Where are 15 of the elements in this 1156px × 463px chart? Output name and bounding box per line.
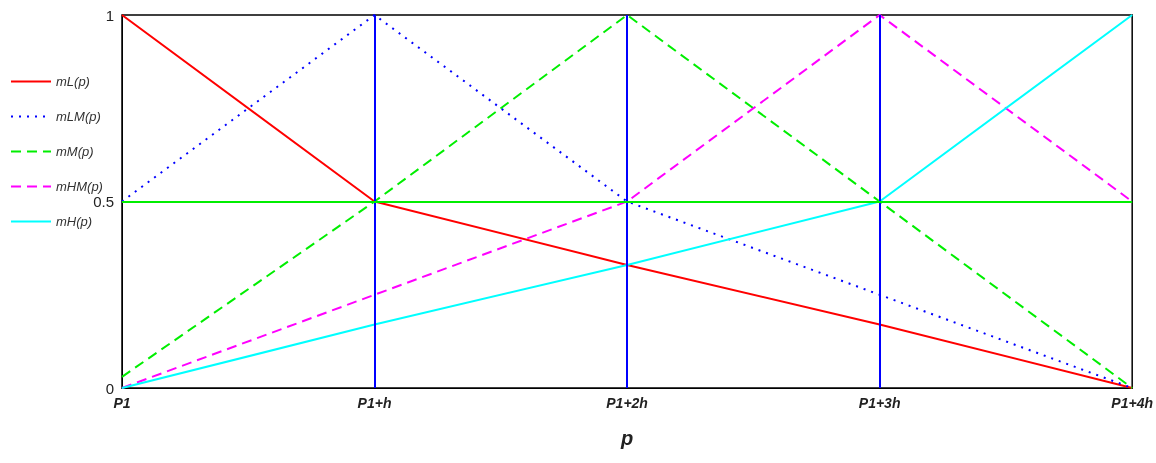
y-tick-label: 0.5 [93, 193, 114, 210]
legend-label: mLM(p) [56, 109, 101, 124]
legend-label: mL(p) [56, 74, 90, 89]
x-tick-label: P1+3h [858, 395, 901, 411]
x-axis-title: p [619, 427, 634, 449]
x-tick-label: P1 [113, 395, 131, 411]
x-tick-label: P1+4h [1111, 395, 1153, 411]
y-tick-label: 1 [105, 6, 114, 24]
legend-label: mHM(p) [56, 179, 103, 194]
legend-label: mH(p) [56, 214, 93, 229]
y-tick-label: 0 [105, 379, 114, 397]
legend-label: mM(p) [56, 144, 94, 159]
line-series [121, 14, 1134, 389]
x-tick-label: P1+h [357, 395, 392, 411]
x-tick-label: P1+2h [606, 395, 648, 411]
